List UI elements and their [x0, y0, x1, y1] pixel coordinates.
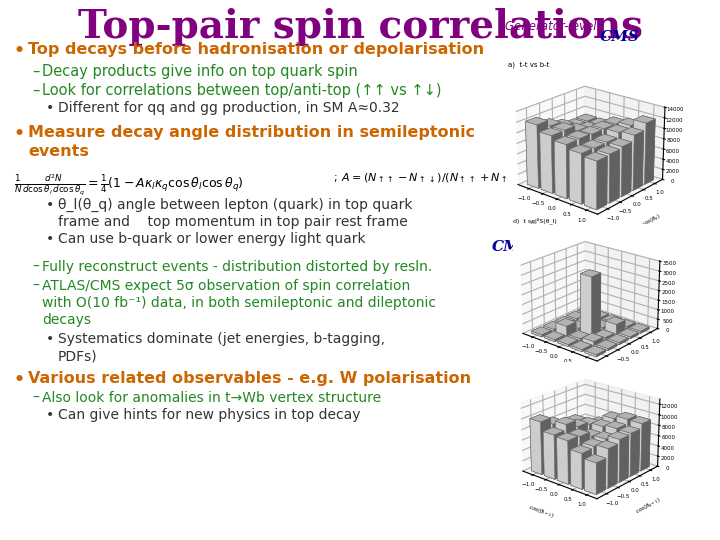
- X-axis label: $cos(\theta_{l-1})$: $cos(\theta_{l-1})$: [527, 503, 555, 521]
- Text: –: –: [32, 279, 39, 293]
- Text: d)  t selᶞS(θ_l): d) t selᶞS(θ_l): [513, 218, 557, 224]
- Text: frame and    top momentum in top pair rest frame: frame and top momentum in top pair rest …: [58, 215, 408, 229]
- Text: •: •: [46, 232, 54, 246]
- Text: CMS: CMS: [492, 240, 532, 254]
- Text: Various related observables - e.g. W polarisation: Various related observables - e.g. W pol…: [28, 371, 471, 386]
- Text: •Reconstructe: •Reconstructe: [548, 355, 633, 368]
- Text: •: •: [46, 408, 54, 422]
- X-axis label: $cos(\theta_l)$: $cos(\theta_l)$: [530, 366, 552, 381]
- Text: Measure decay angle distribution in semileptonic: Measure decay angle distribution in semi…: [28, 125, 475, 140]
- Text: •Generator-level: •Generator-level: [498, 20, 596, 33]
- Y-axis label: $cos(\theta_q)$: $cos(\theta_q)$: [638, 360, 661, 379]
- Text: •: •: [14, 42, 25, 60]
- Text: •: •: [46, 332, 54, 346]
- Y-axis label: $cos(\theta_{q-1})$: $cos(\theta_{q-1})$: [634, 496, 664, 518]
- Text: Fully reconstruct events - distribution distorted by resln.: Fully reconstruct events - distribution …: [42, 260, 432, 274]
- Text: a)  t-t vs b-t: a) t-t vs b-t: [508, 61, 549, 68]
- X-axis label: $cos(\theta_l)$: $cos(\theta_l)$: [528, 218, 549, 233]
- Text: $\;;\; A=(N_{\uparrow\uparrow}-N_{\uparrow\downarrow})/(N_{\uparrow\uparrow}+N_{: $\;;\; A=(N_{\uparrow\uparrow}-N_{\uparr…: [330, 172, 523, 185]
- Text: •: •: [14, 125, 25, 143]
- Text: PDFs): PDFs): [58, 349, 98, 363]
- Text: Systematics dominate (jet energies, b-tagging,: Systematics dominate (jet energies, b-ta…: [58, 332, 385, 346]
- Text: θ_l(θ_q) angle between lepton (quark) in top quark: θ_l(θ_q) angle between lepton (quark) in…: [58, 198, 413, 212]
- Y-axis label: $cos(\theta_q)$: $cos(\theta_q)$: [641, 212, 664, 231]
- Text: Different for qq and gg production, in SM A≈0.32: Different for qq and gg production, in S…: [58, 101, 400, 115]
- Text: Also look for anomalies in t→Wb vertex structure: Also look for anomalies in t→Wb vertex s…: [42, 391, 381, 405]
- Text: with O(10 fb⁻¹) data, in both semileptonic and dileptonic: with O(10 fb⁻¹) data, in both semilepton…: [42, 296, 436, 310]
- Text: Look for correlations between top/anti-top (↑↑ vs ↑↓): Look for correlations between top/anti-t…: [42, 83, 441, 98]
- Text: $\frac{1}{N}\frac{d^2N}{d\cos\theta_l\,d\cos\theta_q} = \frac{1}{4}(1 - A\kappa_: $\frac{1}{N}\frac{d^2N}{d\cos\theta_l\,d…: [14, 172, 244, 197]
- Text: events: events: [28, 144, 89, 159]
- Text: •Resolution: •Resolution: [545, 232, 614, 245]
- Text: Top-pair spin correlations: Top-pair spin correlations: [78, 8, 642, 46]
- Text: Decay products give info on top quark spin: Decay products give info on top quark sp…: [42, 64, 358, 79]
- Text: Can use b-quark or lower energy light quark: Can use b-quark or lower energy light qu…: [58, 232, 366, 246]
- Text: CMS: CMS: [600, 30, 640, 44]
- Text: •: •: [46, 198, 54, 212]
- Text: Can give hints for new physics in top decay: Can give hints for new physics in top de…: [58, 408, 361, 422]
- Text: –: –: [32, 64, 40, 79]
- Text: CMS: CMS: [600, 367, 640, 381]
- Text: –: –: [32, 260, 39, 274]
- Text: –: –: [32, 391, 39, 405]
- Text: ATLAS/CMS expect 5σ observation of spin correlation: ATLAS/CMS expect 5σ observation of spin …: [42, 279, 410, 293]
- Text: •: •: [46, 101, 54, 115]
- Text: –: –: [32, 83, 40, 98]
- Text: decays: decays: [42, 313, 91, 327]
- Text: Top decays before hadronisation or depolarisation: Top decays before hadronisation or depol…: [28, 42, 484, 57]
- Text: •: •: [14, 371, 25, 389]
